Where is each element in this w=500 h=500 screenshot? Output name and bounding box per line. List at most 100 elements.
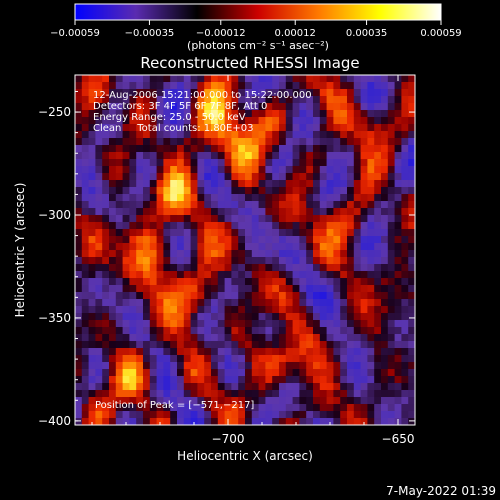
image-pixel (333, 348, 341, 356)
image-pixel (190, 376, 198, 384)
image-pixel (231, 236, 239, 244)
image-pixel (347, 306, 355, 314)
image-pixel (102, 418, 110, 425)
image-pixel (211, 313, 219, 321)
image-pixel (292, 103, 300, 111)
image-pixel (204, 208, 212, 216)
image-pixel (190, 362, 198, 370)
image-pixel (115, 341, 124, 349)
image-pixel (75, 194, 83, 202)
image-pixel (319, 271, 328, 279)
image-pixel (319, 355, 328, 363)
image-pixel (217, 117, 226, 125)
image-pixel (149, 152, 158, 160)
image-pixel (224, 201, 232, 209)
image-pixel (231, 285, 239, 293)
image-pixel (306, 215, 314, 223)
image-pixel (374, 110, 382, 118)
image-pixel (401, 201, 409, 209)
image-pixel (102, 264, 110, 272)
image-pixel (95, 96, 103, 104)
image-pixel (81, 110, 90, 118)
image-pixel (211, 348, 219, 356)
image-pixel (177, 327, 185, 335)
image-pixel (245, 250, 253, 258)
image-pixel (149, 348, 158, 356)
image-pixel (319, 250, 328, 258)
image-pixel (319, 334, 328, 342)
image-pixel (292, 390, 300, 398)
image-pixel (387, 369, 396, 377)
image-pixel (265, 173, 273, 181)
image-pixel (88, 278, 96, 286)
image-pixel (394, 243, 402, 251)
colorbar-units-label: (photons cm⁻² s⁻¹ asec⁻²) (187, 39, 329, 52)
image-pixel (217, 397, 226, 405)
image-pixel (197, 173, 205, 181)
image-pixel (143, 369, 151, 377)
image-pixel (156, 194, 164, 202)
image-pixel (81, 215, 90, 223)
image-pixel (156, 110, 164, 118)
image-pixel (340, 369, 348, 377)
image-pixel (367, 369, 375, 377)
image-pixel (197, 201, 205, 209)
image-pixel (75, 250, 83, 258)
image-pixel (258, 271, 266, 279)
image-pixel (224, 292, 232, 300)
image-pixel (149, 208, 158, 216)
image-pixel (109, 285, 117, 293)
image-pixel (143, 257, 151, 265)
image-pixel (217, 229, 226, 237)
image-pixel (313, 264, 321, 272)
image-pixel (374, 299, 382, 307)
image-pixel (272, 166, 280, 174)
image-pixel (299, 369, 307, 377)
image-pixel (217, 243, 226, 251)
image-pixel (81, 103, 90, 111)
image-pixel (401, 222, 409, 230)
image-pixel (217, 348, 226, 356)
image-pixel (143, 341, 151, 349)
image-pixel (374, 376, 382, 384)
image-pixel (190, 180, 198, 188)
image-pixel (156, 96, 164, 104)
image-pixel (408, 215, 415, 223)
image-pixel (408, 362, 415, 370)
image-pixel (170, 299, 178, 307)
image-pixel (156, 334, 164, 342)
image-pixel (81, 285, 90, 293)
image-pixel (394, 187, 402, 195)
image-pixel (217, 187, 226, 195)
image-pixel (360, 215, 368, 223)
image-pixel (143, 117, 151, 125)
image-pixel (231, 194, 239, 202)
image-pixel (333, 250, 341, 258)
image-pixel (190, 82, 198, 90)
image-pixel (238, 89, 246, 97)
image-pixel (88, 355, 96, 363)
image-pixel (353, 117, 362, 125)
image-pixel (360, 236, 368, 244)
image-pixel (129, 250, 137, 258)
x-tick-label: −650 (382, 432, 415, 446)
image-pixel (258, 313, 266, 321)
image-pixel (367, 383, 375, 391)
image-pixel (306, 299, 314, 307)
image-pixel (367, 327, 375, 335)
image-pixel (258, 82, 266, 90)
image-pixel (251, 194, 260, 202)
image-pixel (183, 299, 192, 307)
image-pixel (129, 208, 137, 216)
image-pixel (204, 201, 212, 209)
image-pixel (340, 222, 348, 230)
image-pixel (149, 397, 158, 405)
image-pixel (408, 145, 415, 153)
image-pixel (170, 180, 178, 188)
image-pixel (367, 187, 375, 195)
image-pixel (177, 264, 185, 272)
image-pixel (367, 75, 375, 83)
image-pixel (81, 341, 90, 349)
image-pixel (258, 215, 266, 223)
image-pixel (197, 355, 205, 363)
